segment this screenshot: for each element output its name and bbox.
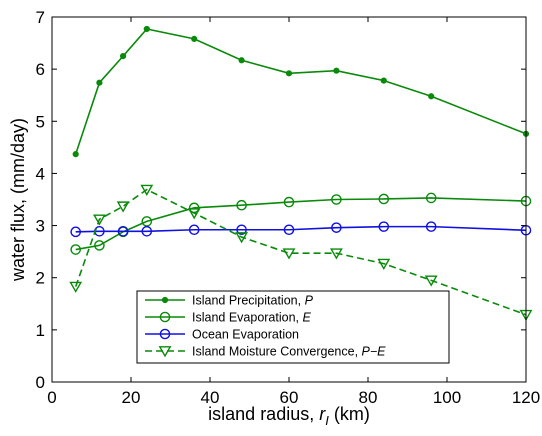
data-point <box>425 192 437 204</box>
data-point <box>331 222 342 233</box>
data-point <box>283 224 295 236</box>
legend-marker <box>159 311 171 323</box>
data-point <box>143 25 150 33</box>
y-tick-label: 6 <box>36 60 45 79</box>
data-point <box>141 226 153 237</box>
y-tick-label: 1 <box>36 321 45 340</box>
x-tick-label: 80 <box>359 388 378 407</box>
data-point <box>140 184 154 196</box>
series-line <box>75 225 527 233</box>
data-point <box>92 214 106 226</box>
data-point <box>70 226 81 238</box>
legend-entry: Island Precipitation, P <box>145 294 314 308</box>
data-point <box>69 281 83 293</box>
data-point <box>333 67 340 74</box>
y-tick-label: 4 <box>36 164 45 183</box>
data-point <box>94 240 105 251</box>
legend-label: Ocean Evaporation <box>192 328 299 342</box>
data-point <box>424 275 438 287</box>
data-point <box>380 77 387 84</box>
y-tick-label: 7 <box>36 8 45 27</box>
x-tick-label: 120 <box>512 388 540 407</box>
legend-label: Island Precipitation, P <box>192 294 314 308</box>
data-point <box>70 244 81 255</box>
data-point <box>331 194 342 205</box>
series-4 <box>69 184 533 322</box>
y-tick-label: 0 <box>36 373 45 392</box>
legend-label: Island Moisture Convergence, P−E <box>192 345 386 359</box>
y-tick-label: 2 <box>36 269 45 288</box>
legend-marker <box>161 296 169 304</box>
data-point <box>188 224 200 236</box>
data-point <box>117 226 129 237</box>
x-axis-label: island radius, rI (km) <box>208 404 370 428</box>
data-point <box>238 57 245 64</box>
y-axis-label: water flux, (mm/day) <box>8 118 28 282</box>
data-point <box>236 199 247 211</box>
legend: Island Precipitation, P Island Evaporatio… <box>136 290 450 364</box>
data-point <box>120 53 127 60</box>
data-point <box>96 79 103 86</box>
y-tick-label: 5 <box>36 112 45 131</box>
series-line <box>74 188 527 316</box>
data-point <box>236 224 247 236</box>
legend-marker <box>159 328 171 340</box>
legend-box <box>136 290 450 364</box>
x-tick-label: 100 <box>433 388 461 407</box>
series-1 <box>72 25 530 158</box>
data-point <box>72 151 79 158</box>
data-point <box>283 196 295 208</box>
data-point <box>425 221 437 232</box>
data-point <box>378 221 390 232</box>
y-tick-label: 3 <box>36 217 45 236</box>
legend-marker <box>158 346 172 358</box>
data-point <box>191 35 198 43</box>
data-point <box>428 93 435 100</box>
legend-entry: Island Moisture Convergence, P−E <box>145 345 386 359</box>
data-point <box>187 208 201 220</box>
data-point <box>116 201 130 213</box>
legend-label: Island Evaporation, E <box>192 311 312 325</box>
data-point <box>235 232 249 244</box>
x-tick-label: 60 <box>280 388 299 407</box>
legend-entries: Island Precipitation, P Island Evaporatio… <box>145 294 386 359</box>
data-point <box>141 216 153 227</box>
x-tick-label: 0 <box>47 388 56 407</box>
x-tick-label: 20 <box>122 388 141 407</box>
series-layer <box>69 25 533 322</box>
legend-entry: Island Evaporation, E <box>145 311 312 325</box>
data-point <box>378 193 390 205</box>
data-point <box>329 248 343 260</box>
data-point <box>282 248 296 260</box>
data-point <box>377 258 391 270</box>
ticks-layer: 0 20 40 60 80 100 120 0 1 2 3 4 5 6 7 <box>36 8 541 407</box>
x-tick-label: 40 <box>201 388 220 407</box>
series-line <box>75 197 527 251</box>
data-point <box>285 70 293 77</box>
legend-entry: Ocean Evaporation <box>145 328 299 342</box>
